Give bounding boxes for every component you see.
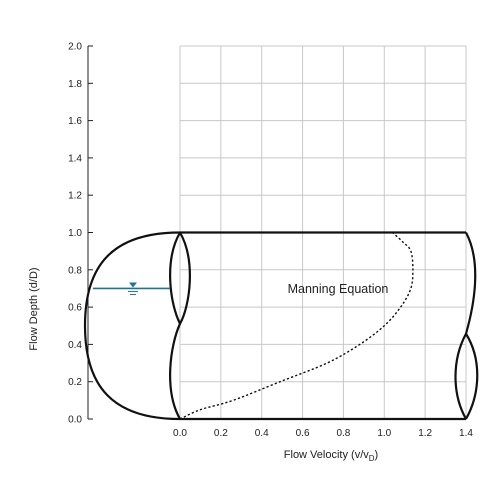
x-tick-label-7: 1.4	[459, 428, 473, 439]
x-tick-labels: 0.0 0.2 0.4 0.6 0.8 1.0 1.2 1.4	[173, 428, 473, 439]
x-axis-label-tail: )	[375, 449, 379, 461]
y-tick-label-6: 1.2	[68, 191, 82, 202]
x-axis-label: Flow Velocity (v/vD)	[284, 449, 378, 463]
x-tick-label-4: 0.8	[336, 428, 350, 439]
x-axis-label-main: Flow Velocity (v/v	[284, 449, 369, 461]
x-tick-label-2: 0.4	[255, 428, 269, 439]
y-axis-label: Flow Depth (d/D)	[28, 267, 40, 350]
water-level-indicator	[93, 282, 170, 295]
y-tick-label-8: 1.6	[68, 116, 82, 127]
pipe-break-left-front	[169, 231, 191, 420]
y-tick-label-0: 0.0	[68, 415, 82, 426]
water-level-triangle-icon	[129, 282, 137, 288]
pipe-break-right-front	[454, 231, 477, 420]
series	[179, 231, 414, 420]
pipe-break-right-back	[465, 333, 479, 420]
pipe-cross-section-outline	[83, 231, 181, 421]
pipe-break-left-back	[169, 231, 181, 325]
y-tick-label-9: 1.8	[68, 79, 82, 90]
x-tick-label-1: 0.2	[214, 428, 228, 439]
x-tick-label-0: 0.0	[173, 428, 187, 439]
annotation-manning-equation: Manning Equation	[288, 282, 389, 296]
y-tick-label-1: 0.2	[68, 377, 82, 388]
y-tick-label-7: 1.4	[68, 153, 82, 164]
y-tick-label-10: 2.0	[68, 42, 82, 53]
y-tick-label-5: 1.0	[68, 228, 82, 239]
series-line-0	[179, 231, 414, 420]
pipe-illustration	[83, 231, 479, 421]
x-tick-label-3: 0.6	[296, 428, 310, 439]
y-tick-label-3: 0.6	[68, 303, 82, 314]
x-tick-label-5: 1.0	[377, 428, 391, 439]
y-tick-label-4: 0.8	[68, 265, 82, 276]
x-tick-label-6: 1.2	[418, 428, 432, 439]
x-axis-label-subscript: D	[369, 454, 375, 463]
y-tick-labels: 0.0 0.2 0.4 0.6 0.8 1.0 1.2 1.4 1.6 1.8 2.0	[68, 42, 82, 426]
y-tick-label-2: 0.4	[68, 340, 82, 351]
